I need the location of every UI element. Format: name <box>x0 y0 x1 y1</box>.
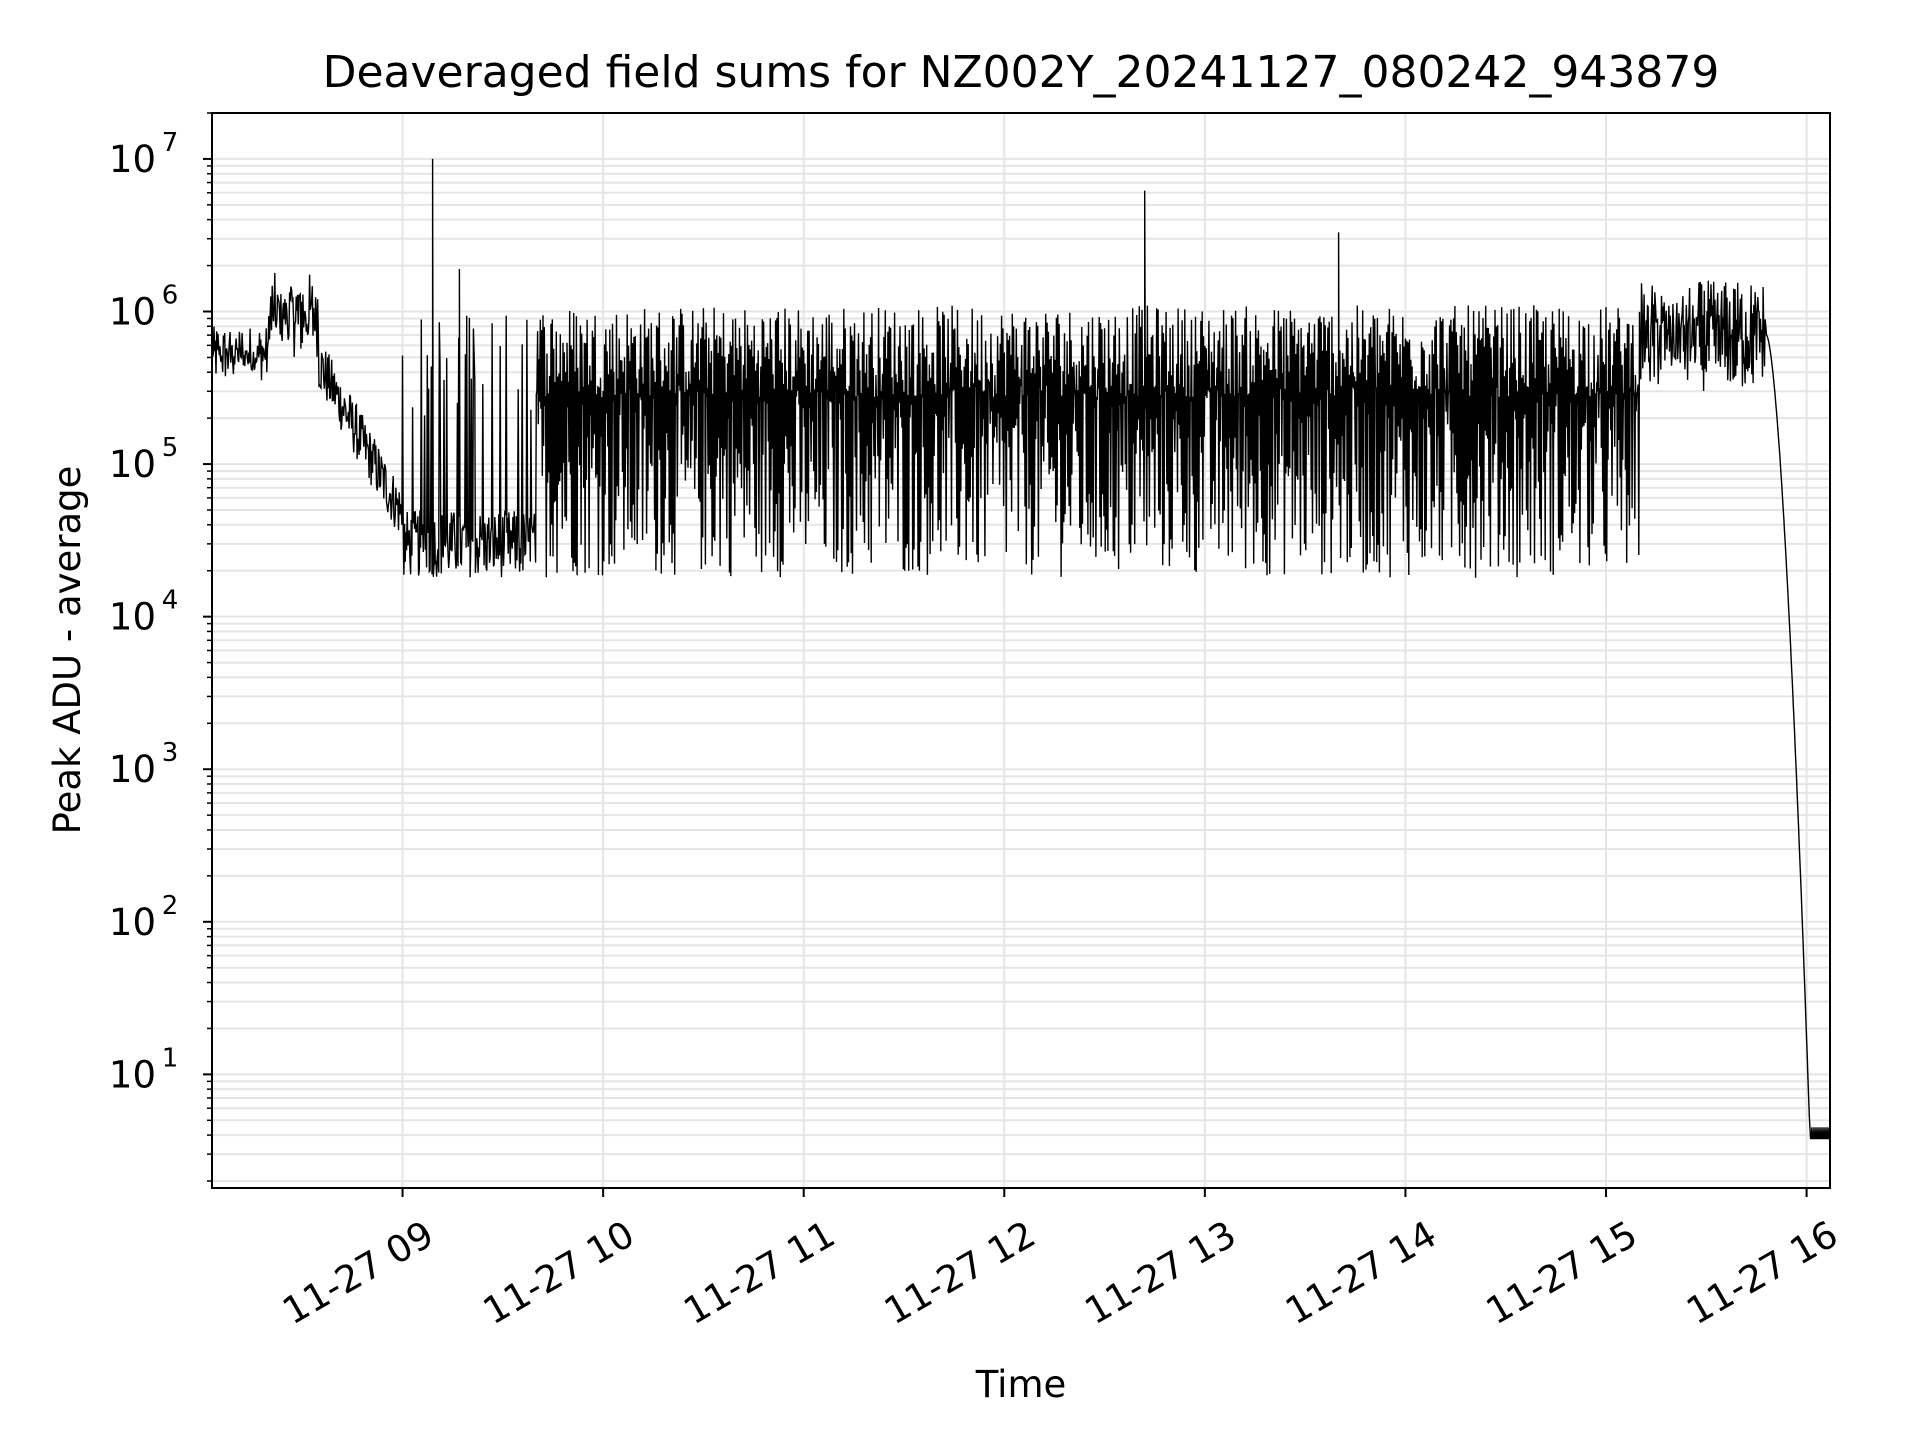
y-tick-exponent: 5 <box>162 433 179 463</box>
y-tick-base: 10 <box>109 138 156 181</box>
y-tick-base: 10 <box>109 1053 156 1096</box>
y-tick-exponent: 1 <box>162 1043 179 1073</box>
y-tick-base: 10 <box>109 748 156 791</box>
y-tick-exponent: 7 <box>162 128 179 158</box>
y-tick-base: 10 <box>109 596 156 639</box>
y-tick-exponent: 2 <box>162 891 179 921</box>
y-tick-base: 10 <box>109 291 156 334</box>
y-tick-label: 10 <box>109 1053 156 1096</box>
y-tick-label: 10 <box>109 748 156 791</box>
y-tick-label: 10 <box>109 291 156 334</box>
y-tick-base: 10 <box>109 901 156 944</box>
data-series <box>211 158 1830 1140</box>
y-tick-label: 10 <box>109 138 156 181</box>
chart-title: Deaveraged field sums for NZ002Y_2024112… <box>323 47 1720 98</box>
y-tick-label: 10 <box>109 901 156 944</box>
y-tick-exponent: 4 <box>162 586 179 616</box>
y-tick-base: 10 <box>109 443 156 486</box>
y-tick-exponent: 6 <box>162 281 179 311</box>
y-tick-label: 10 <box>109 596 156 639</box>
x-axis-label: Time <box>975 1363 1067 1406</box>
series-line <box>211 158 1830 1140</box>
y-tick-exponent: 3 <box>162 738 179 768</box>
y-axis-label: Peak ADU - average <box>46 466 89 835</box>
y-tick-label: 10 <box>109 443 156 486</box>
